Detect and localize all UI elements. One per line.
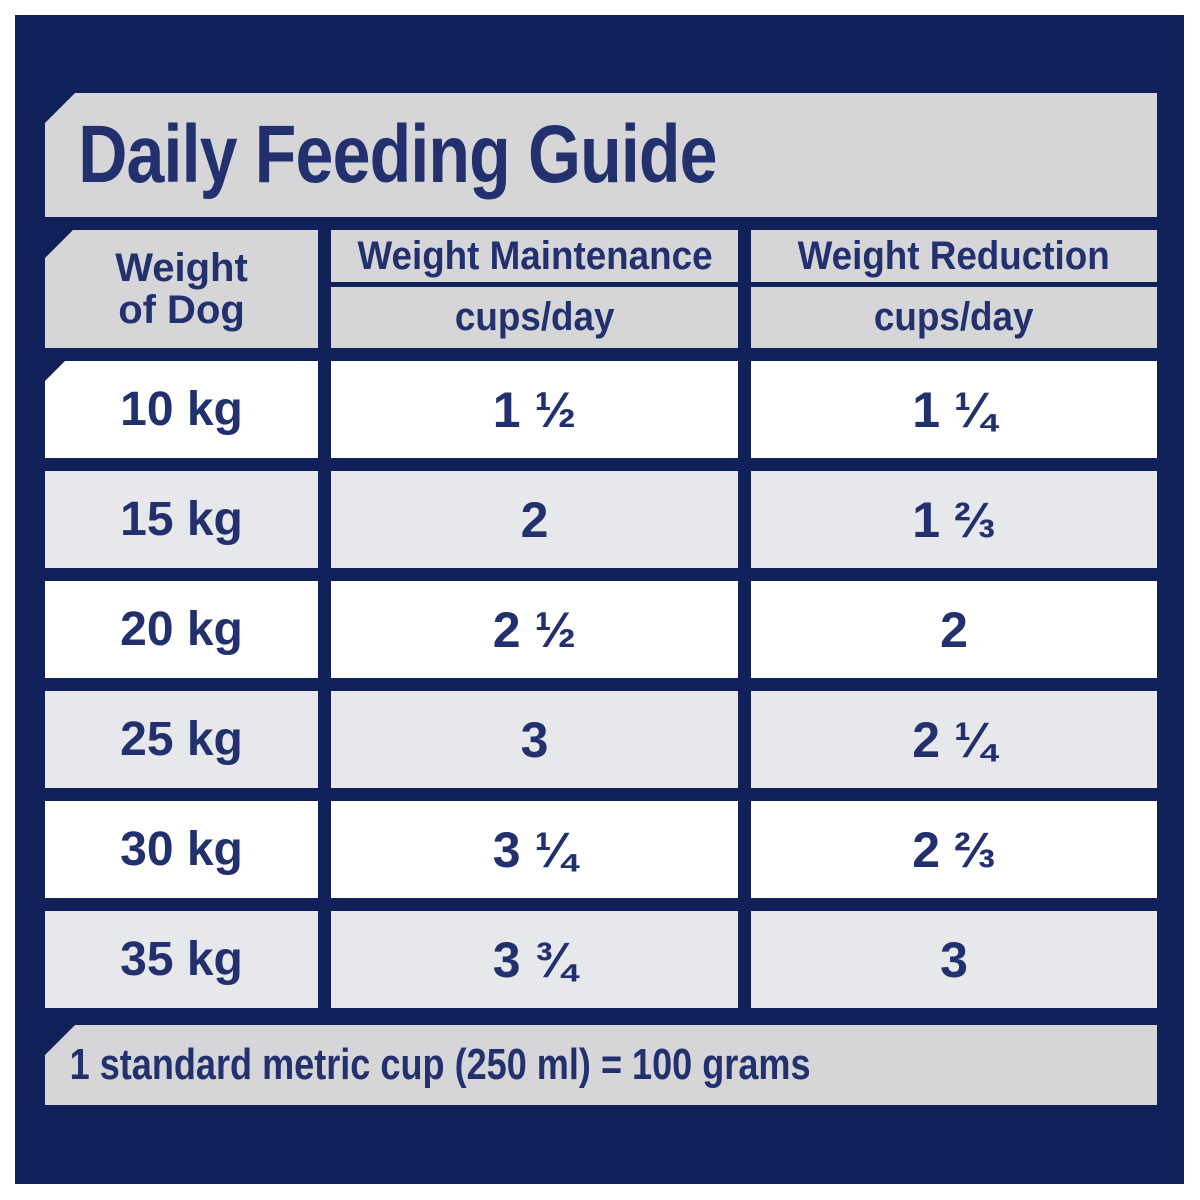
- column-header-weight-of-dog: Weight of Dog: [45, 230, 318, 348]
- feeding-guide-panel: Daily Feeding Guide Weight of Dog Weight…: [15, 15, 1184, 1184]
- reduction-unit-label: cups/day: [751, 287, 1157, 348]
- weight-header-line2: of Dog: [118, 288, 245, 332]
- weight-cell: 30 kg: [45, 801, 318, 898]
- maintenance-value-cell: 1 ½: [331, 361, 738, 458]
- page-title: Daily Feeding Guide: [78, 109, 717, 200]
- reduction-value-cell: 3: [751, 911, 1157, 1008]
- weight-cell: 35 kg: [45, 911, 318, 1008]
- feeding-table: Weight of Dog Weight Maintenance cups/da…: [45, 230, 1157, 1008]
- reduction-value-cell: 2 ¼: [751, 691, 1157, 788]
- cup-conversion-note: 1 standard metric cup (250 ml) = 100 gra…: [69, 1040, 811, 1089]
- maintenance-value-cell: 3 ¾: [331, 911, 738, 1008]
- title-banner: Daily Feeding Guide: [45, 93, 1157, 217]
- weight-cell: 25 kg: [45, 691, 318, 788]
- maintenance-header-label: Weight Maintenance: [331, 230, 738, 282]
- maintenance-value-cell: 2: [331, 471, 738, 568]
- weight-cell: 20 kg: [45, 581, 318, 678]
- footnote-banner: 1 standard metric cup (250 ml) = 100 gra…: [45, 1025, 1157, 1105]
- maintenance-value-cell: 3 ¼: [331, 801, 738, 898]
- weight-cell: 15 kg: [45, 471, 318, 568]
- column-header-weight-maintenance: Weight Maintenance cups/day: [331, 230, 738, 348]
- maintenance-unit-label: cups/day: [331, 287, 738, 348]
- reduction-value-cell: 1 ⅔: [751, 471, 1157, 568]
- reduction-header-label: Weight Reduction: [751, 230, 1157, 282]
- reduction-value-cell: 2: [751, 581, 1157, 678]
- reduction-value-cell: 2 ⅔: [751, 801, 1157, 898]
- maintenance-value-cell: 2 ½: [331, 581, 738, 678]
- weight-cell: 10 kg: [45, 361, 318, 458]
- maintenance-value-cell: 3: [331, 691, 738, 788]
- weight-header-line1: Weight: [115, 245, 248, 290]
- column-header-weight-reduction: Weight Reduction cups/day: [751, 230, 1157, 348]
- reduction-value-cell: 1 ¼: [751, 361, 1157, 458]
